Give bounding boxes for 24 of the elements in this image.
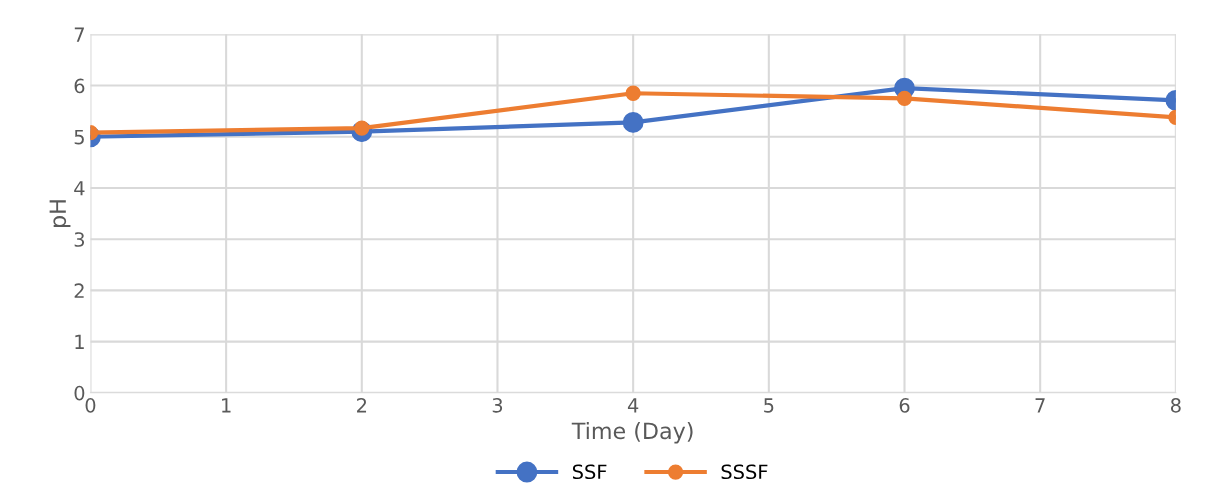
x-tick-label: 2 (357, 398, 367, 413)
y-tick-label: 0 (74, 385, 85, 401)
y-tick-label: 3 (74, 232, 85, 247)
x-tick-label: 3 (492, 398, 503, 413)
y-tick-label: 1 (75, 334, 84, 349)
y-tick-label: 5 (74, 129, 84, 145)
point (622, 112, 644, 133)
x-tick-label: 6 (899, 398, 910, 413)
y-tick-label: 4 (74, 181, 85, 196)
point (625, 85, 641, 101)
x-axis-title: Time (Day) (571, 422, 693, 444)
x-tick-label: 5 (764, 398, 774, 413)
legend-label: SSSF (721, 464, 768, 480)
x-tick-label: 7 (1035, 398, 1045, 413)
x-tick-label: 4 (627, 398, 639, 413)
y-tick-label: 6 (74, 78, 85, 94)
y-tick-label: 7 (74, 27, 84, 42)
y-tick-label: 2 (74, 283, 84, 298)
x-tick-label: 1 (222, 398, 231, 413)
y-axis-title: pH (49, 200, 71, 227)
x-tick-label: 8 (1170, 398, 1181, 413)
legend-label: SSF (572, 464, 607, 480)
x-tick-label: 0 (85, 398, 96, 413)
point (896, 90, 913, 107)
